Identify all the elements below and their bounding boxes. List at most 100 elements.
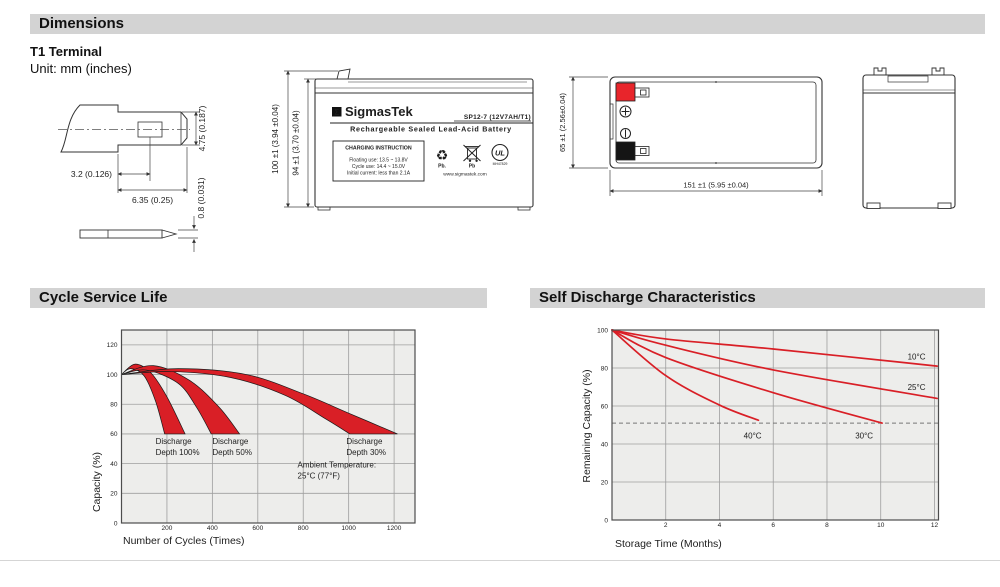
- bin-pb-label: Pb: [469, 164, 475, 170]
- self-discharge-chart: 2 4 6 8 10 12 0 20 40 60 80 100 10°C 25°C 30°C 40°C Stor…: [581, 327, 940, 550]
- battery-top-view: 65 ±1 (2.56±0.04) 151 ±1 (5.95 ±0.04): [558, 76, 823, 196]
- end-terminal-right: [931, 67, 945, 75]
- dim-tab-height: 4.75 (0.187): [197, 105, 207, 151]
- dim-tab-length: 6.35 (0.25): [132, 195, 173, 205]
- terminal-side-profile: [60, 104, 188, 153]
- section-header-self-discharge: Self Discharge Characteristics: [530, 288, 985, 308]
- capacity-band: [121, 368, 398, 435]
- dim-hole-offset: 3.2 (0.126): [71, 169, 112, 179]
- y-tick-label: 100: [107, 372, 118, 379]
- battery-end-view: [862, 67, 956, 209]
- unit-note: Unit: mm (inches): [30, 61, 132, 76]
- end-terminal-left: [873, 67, 887, 75]
- battery-label: Σ SigmasTek SP12-7 (12V7AH/T1) Rechargea…: [330, 104, 533, 182]
- series-label: 30°C: [855, 431, 873, 440]
- negative-terminal: [615, 141, 650, 161]
- y-tick-label: 100: [597, 327, 608, 334]
- positive-terminal: [615, 82, 650, 102]
- chart-annotation: Discharge: [346, 437, 383, 446]
- ul-mark-icon: UL: [491, 143, 509, 162]
- x-tick-label: 200: [162, 525, 173, 532]
- dim-thickness: 0.8 (0.031): [196, 177, 206, 218]
- chart-annotation: 25°C (77°F): [298, 472, 341, 481]
- case-outline: [609, 76, 823, 169]
- battery-front-view: 100 ±1 (3.94 ±0.04) 94 ±1 (3.70 ±0.04) Σ…: [271, 68, 534, 211]
- terminal-drawing: 4.75 (0.187) 3.2 (0.126) 6.35 (0.25) 0.8…: [58, 104, 207, 252]
- y-tick-label: 20: [601, 479, 609, 486]
- y-tick-label: 20: [110, 491, 118, 498]
- temperature-line: [611, 329, 883, 424]
- x-tick-label: 1000: [341, 525, 356, 532]
- x-tick-label: 8: [825, 522, 829, 529]
- y-tick-label: 60: [601, 403, 609, 410]
- terminal-tab: [336, 68, 351, 80]
- chart-annotation: Depth 100%: [156, 448, 200, 457]
- charging-instruction-box: [332, 140, 425, 182]
- y-axis-title: Remaining Capacity (%): [581, 369, 593, 482]
- capacity-band: [121, 365, 241, 435]
- chart-annotation: Depth 30%: [346, 448, 386, 457]
- series-label: 10°C: [908, 352, 926, 361]
- charging-title: CHARGING INSTRUCTION: [345, 146, 412, 152]
- x-tick-label: 1200: [387, 525, 402, 532]
- minus-symbol-icon: [620, 128, 631, 139]
- x-tick-label: 600: [252, 525, 263, 532]
- dim-width: 65 ±1 (2.56±0.04): [558, 92, 567, 152]
- temperature-line: [611, 329, 939, 367]
- y-tick-label: 40: [110, 461, 118, 468]
- chart-annotation: Discharge: [156, 437, 193, 446]
- plus-symbol-icon: [619, 105, 632, 118]
- ul-file-number: MH47829: [493, 162, 508, 166]
- series-label: 25°C: [908, 383, 926, 392]
- y-tick-label: 40: [601, 441, 609, 448]
- y-tick-label: 0: [604, 517, 608, 524]
- model-number: SP12-7 (12V7AH/T1): [464, 114, 531, 121]
- charging-line: Initial current: less than 2.1A: [347, 171, 411, 177]
- charging-line: Cycle use: 14.4 ~ 15.0V: [352, 164, 406, 170]
- end-case-outline: [862, 74, 956, 209]
- y-tick-label: 60: [110, 431, 118, 438]
- x-axis-title: Storage Time (Months): [615, 538, 722, 550]
- chart-annotation: Depth 50%: [212, 448, 252, 457]
- series-label: 40°C: [744, 431, 762, 440]
- brand-logo: [332, 107, 342, 117]
- label-subtitle: Rechargeable Sealed Lead-Acid Battery: [350, 125, 512, 134]
- page-divider: [0, 560, 1000, 561]
- terminal-edge-view: [79, 229, 163, 239]
- x-tick-label: 400: [207, 525, 218, 532]
- y-axis-title: Capacity (%): [91, 452, 103, 512]
- temperature-line: [611, 329, 760, 422]
- plot-background: [612, 330, 939, 520]
- brand-logo-glyph: Σ: [334, 108, 339, 117]
- cycle-service-life-chart: 200 400 600 800 1000 1200 0 20 40 60 80 100 120 Disch…: [91, 329, 416, 547]
- x-axis-title: Number of Cycles (Times): [123, 535, 245, 547]
- section-header-cycle-service-life: Cycle Service Life: [30, 288, 487, 308]
- recycle-pb-label: Pb.: [438, 164, 446, 170]
- dim-total-height: 100 ±1 (3.94 ±0.04): [271, 104, 280, 174]
- x-tick-label: 2: [664, 522, 668, 529]
- temperature-line: [611, 329, 939, 400]
- brand-name: SigmasTek: [345, 104, 413, 119]
- plot-border: [120, 329, 416, 524]
- plot-border: [611, 329, 940, 521]
- charging-line: Floating use: 13.5 ~ 13.8V: [349, 158, 408, 164]
- chart-annotation: Discharge: [212, 437, 249, 446]
- chart-annotation: Ambient Temperature:: [298, 461, 377, 470]
- dim-case-height: 94 ±1 (3.70 ±0.04): [292, 110, 301, 176]
- y-tick-label: 80: [601, 365, 609, 372]
- x-tick-label: 800: [298, 525, 309, 532]
- y-tick-label: 0: [114, 520, 118, 527]
- x-tick-label: 6: [771, 522, 775, 529]
- svg-text:UL: UL: [495, 149, 505, 158]
- terminal-type-label: T1 Terminal: [30, 44, 103, 59]
- y-tick-label: 120: [107, 342, 118, 349]
- recycle-icon: ♻: [436, 147, 449, 163]
- crossed-bin-icon: [463, 144, 481, 162]
- section-header-dimensions: Dimensions: [30, 14, 985, 34]
- x-tick-label: 4: [718, 522, 722, 529]
- x-tick-label: 12: [931, 522, 939, 529]
- website: www.sigmastek.com: [443, 172, 486, 178]
- x-tick-label: 10: [877, 522, 885, 529]
- y-tick-label: 80: [110, 402, 118, 409]
